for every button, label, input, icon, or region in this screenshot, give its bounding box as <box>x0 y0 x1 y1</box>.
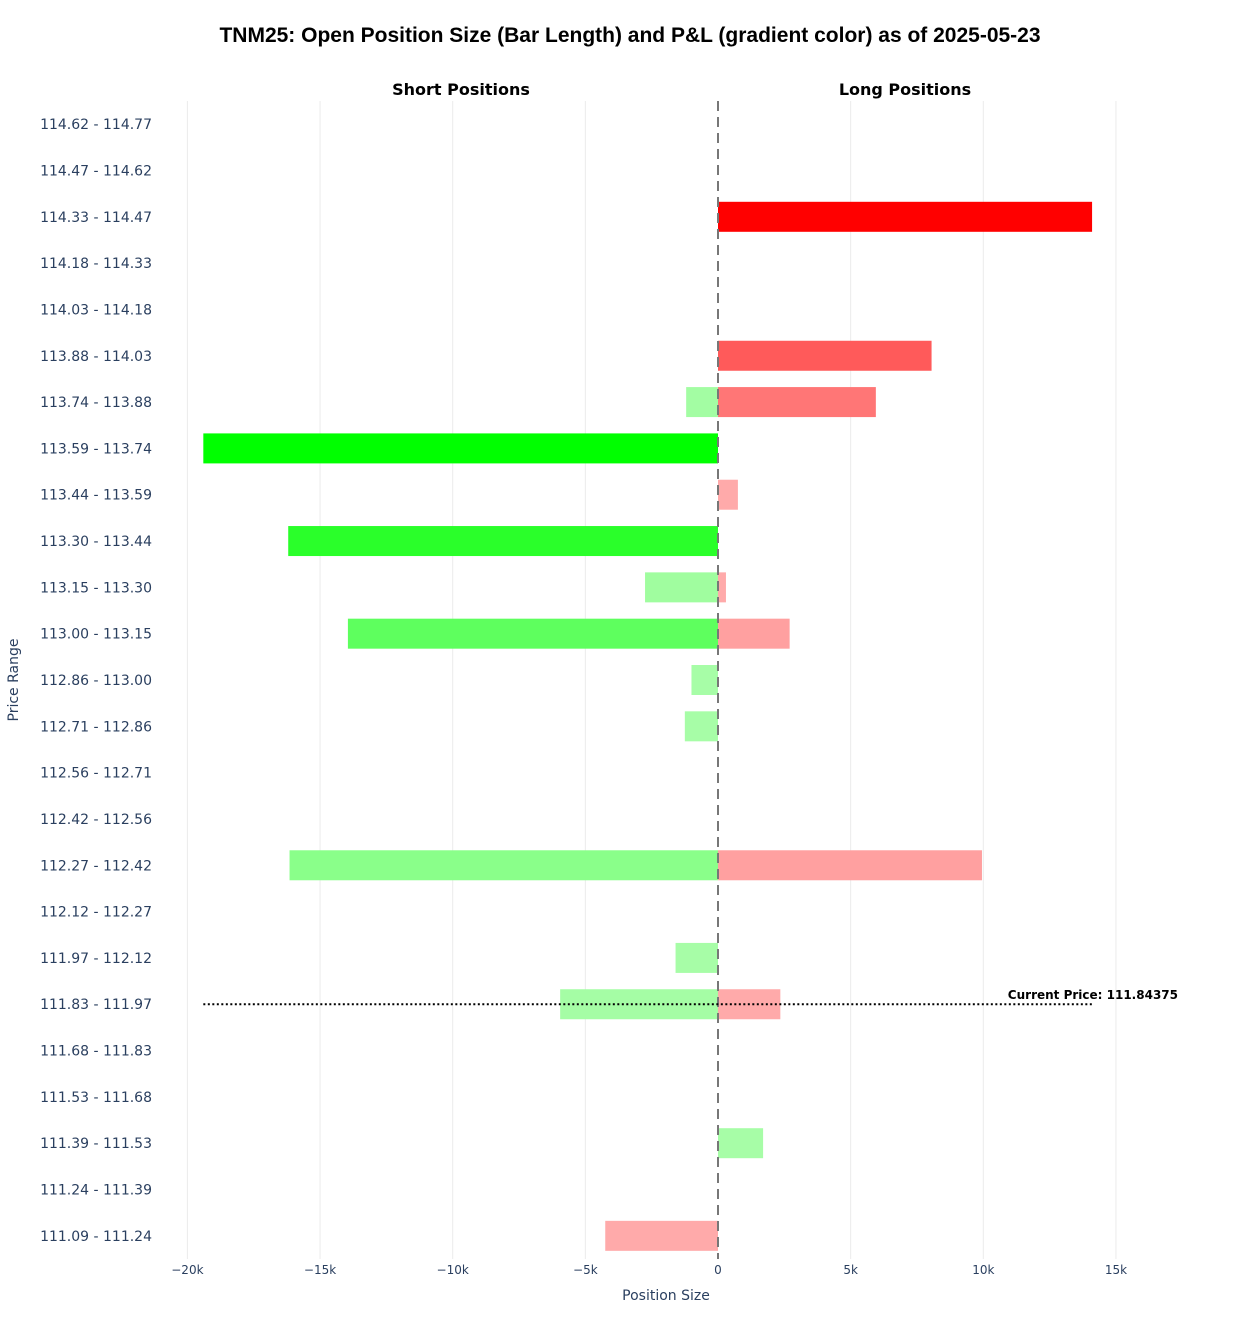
x-tick-label: −10k <box>437 1263 469 1277</box>
x-tick-label: −15k <box>304 1263 336 1277</box>
long-position-bar <box>718 1128 764 1159</box>
long-position-bar <box>718 387 876 418</box>
y-tick-label: 111.39 - 111.53 <box>40 1136 152 1152</box>
x-tick-label: 10k <box>972 1263 994 1277</box>
short-position-bar <box>684 711 718 742</box>
y-tick-label: 112.27 - 112.42 <box>40 858 152 874</box>
bars <box>203 201 1093 1251</box>
x-gridlines <box>186 101 1117 1259</box>
long-position-bar <box>718 479 738 510</box>
short-position-bar <box>347 618 718 649</box>
current-price-line: Current Price: 111.84375 <box>203 988 1178 1006</box>
subtitle-long-positions: Long Positions <box>839 80 971 99</box>
y-tick-label: 113.00 - 113.15 <box>40 627 152 643</box>
y-tick-label: 111.53 - 111.68 <box>40 1090 152 1106</box>
long-position-bar <box>718 340 932 371</box>
y-tick-label: 113.15 - 113.30 <box>40 580 152 596</box>
y-tick-label: 113.30 - 113.44 <box>40 534 152 550</box>
y-tick-label: 112.86 - 113.00 <box>40 673 152 689</box>
y-tick-label: 114.03 - 114.18 <box>40 302 152 318</box>
y-tick-label: 114.62 - 114.77 <box>40 117 152 133</box>
y-tick-label: 111.68 - 111.83 <box>40 1044 152 1060</box>
y-tick-label: 113.74 - 113.88 <box>40 395 152 411</box>
long-position-bar <box>718 572 726 603</box>
chart-title: TNM25: Open Position Size (Bar Length) a… <box>219 24 1040 47</box>
y-tick-label: 111.97 - 112.12 <box>40 951 152 967</box>
x-tick-label: −20k <box>171 1263 203 1277</box>
y-tick-label: 114.33 - 114.47 <box>40 210 152 226</box>
short-position-bar <box>203 433 718 464</box>
y-tick-label: 113.44 - 113.59 <box>40 488 152 504</box>
long-position-bar <box>718 850 982 881</box>
x-tick-label: 15k <box>1105 1263 1127 1277</box>
subtitle-short-positions: Short Positions <box>392 80 530 99</box>
y-tick-label: 112.12 - 112.27 <box>40 905 152 921</box>
x-tick-label: −5k <box>573 1263 598 1277</box>
y-tick-label: 114.18 - 114.33 <box>40 256 152 272</box>
short-position-bar <box>645 572 718 603</box>
y-tick-label: 112.71 - 112.86 <box>40 719 152 735</box>
y-tick-label: 113.59 - 113.74 <box>40 441 152 457</box>
y-tick-label: 111.09 - 111.24 <box>40 1229 152 1245</box>
long-position-bar <box>718 618 790 649</box>
y-tick-label: 112.56 - 112.71 <box>40 766 152 782</box>
y-tick-labels: 114.62 - 114.77 114.47 - 114.62 114.33 - 1… <box>40 117 152 1245</box>
y-tick-label: 114.47 - 114.62 <box>40 163 152 179</box>
y-tick-label: 112.42 - 112.56 <box>40 812 152 828</box>
x-tick-labels: −20k −15k −10k −5k 0 5k 10k 15k <box>171 1263 1127 1277</box>
x-axis-label: Position Size <box>622 1288 710 1304</box>
short-position-bar <box>675 942 718 973</box>
short-position-bar <box>691 665 718 695</box>
short-position-bar <box>686 387 718 418</box>
y-axis-label: Price Range <box>6 639 22 722</box>
short-position-bar <box>288 526 718 557</box>
x-tick-label: 0 <box>714 1263 722 1277</box>
long-position-bar <box>718 201 1093 232</box>
y-tick-label: 111.83 - 111.97 <box>40 997 152 1013</box>
y-tick-label: 113.88 - 114.03 <box>40 349 152 365</box>
current-price-label: Current Price: 111.84375 <box>1008 988 1178 1002</box>
short-position-bar <box>605 1220 718 1251</box>
y-tick-label: 111.24 - 111.39 <box>40 1183 152 1199</box>
x-tick-label: 5k <box>843 1263 858 1277</box>
short-position-bar <box>289 850 718 881</box>
